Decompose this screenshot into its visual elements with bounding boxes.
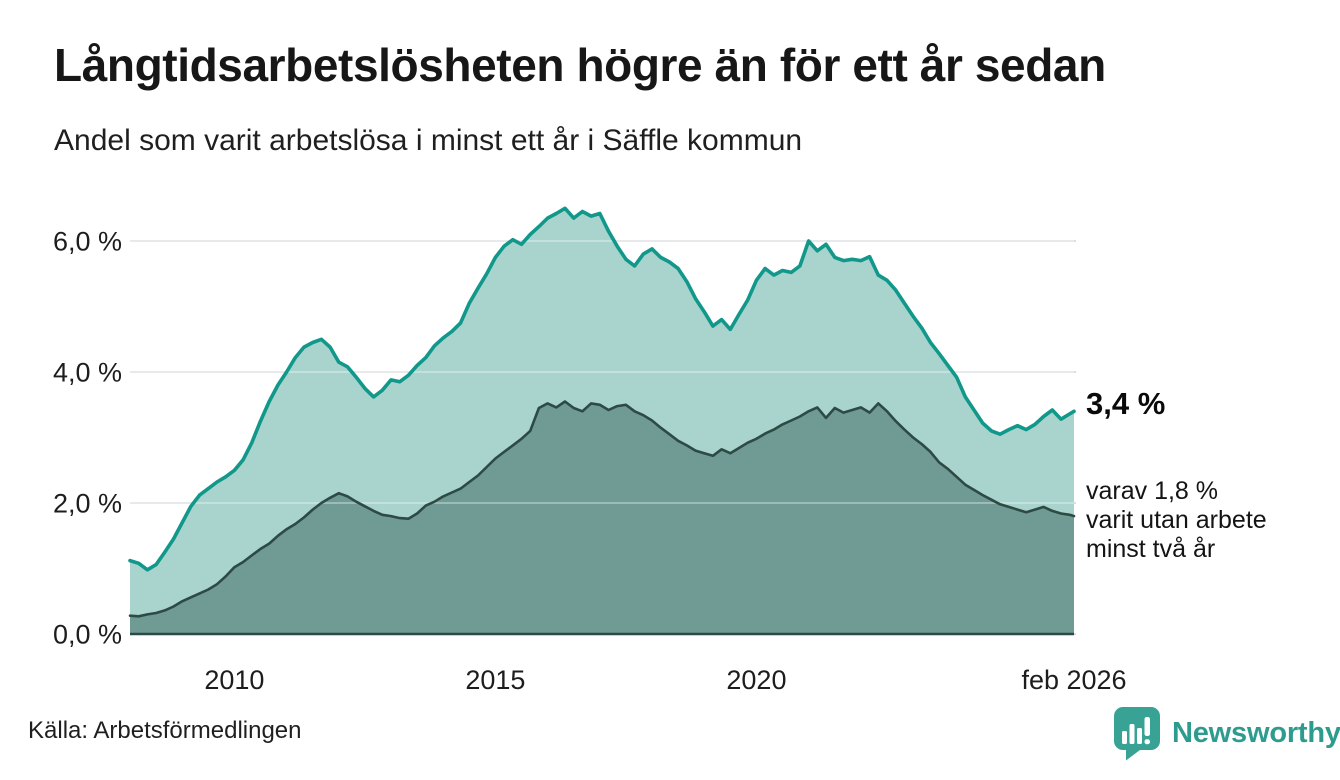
series-line-minst-ett-ar (128, 206, 1076, 572)
x-tick-label: feb 2026 (1021, 665, 1126, 695)
note-line-1: varav 1,8 % (1086, 477, 1219, 505)
x-tick-label: 2010 (204, 665, 264, 695)
y-tick-label: 4,0 % (53, 358, 122, 388)
latest-value-label: 3,4 % (1086, 386, 1166, 421)
x-tick-label: 2015 (465, 665, 525, 695)
series-line-minst-tva-ar (128, 400, 1076, 618)
secondary-value-note: varav 1,8 % varit utan arbete minst två … (1086, 477, 1267, 564)
logo-bar-tall (1129, 724, 1135, 744)
logo-exclamation-stem (1144, 717, 1150, 736)
newsworthy-logo-text: Newsworthy (1172, 717, 1340, 749)
y-tick-label: 0,0 % (53, 620, 122, 650)
series-area-minst-tva-ar (130, 401, 1074, 634)
note-line-2: varit utan arbete (1086, 506, 1267, 534)
logo-exclamation-dot (1144, 739, 1150, 745)
chart-title: Långtidsarbetslösheten högre än för ett … (54, 39, 1106, 91)
y-tick-label: 2,0 % (53, 489, 122, 519)
source-attribution: Källa: Arbetsförmedlingen (28, 717, 302, 744)
newsworthy-logo[interactable]: Newsworthy (1113, 706, 1340, 761)
chart-subtitle: Andel som varit arbetslösa i minst ett å… (54, 124, 803, 157)
note-line-3: minst två år (1086, 535, 1216, 563)
newsworthy-logo-icon (1114, 707, 1160, 761)
x-tick-label: 2020 (726, 665, 786, 695)
logo-bar-small (1122, 731, 1127, 744)
logo-bar-medium (1137, 728, 1142, 744)
y-tick-label: 6,0 % (53, 227, 122, 257)
